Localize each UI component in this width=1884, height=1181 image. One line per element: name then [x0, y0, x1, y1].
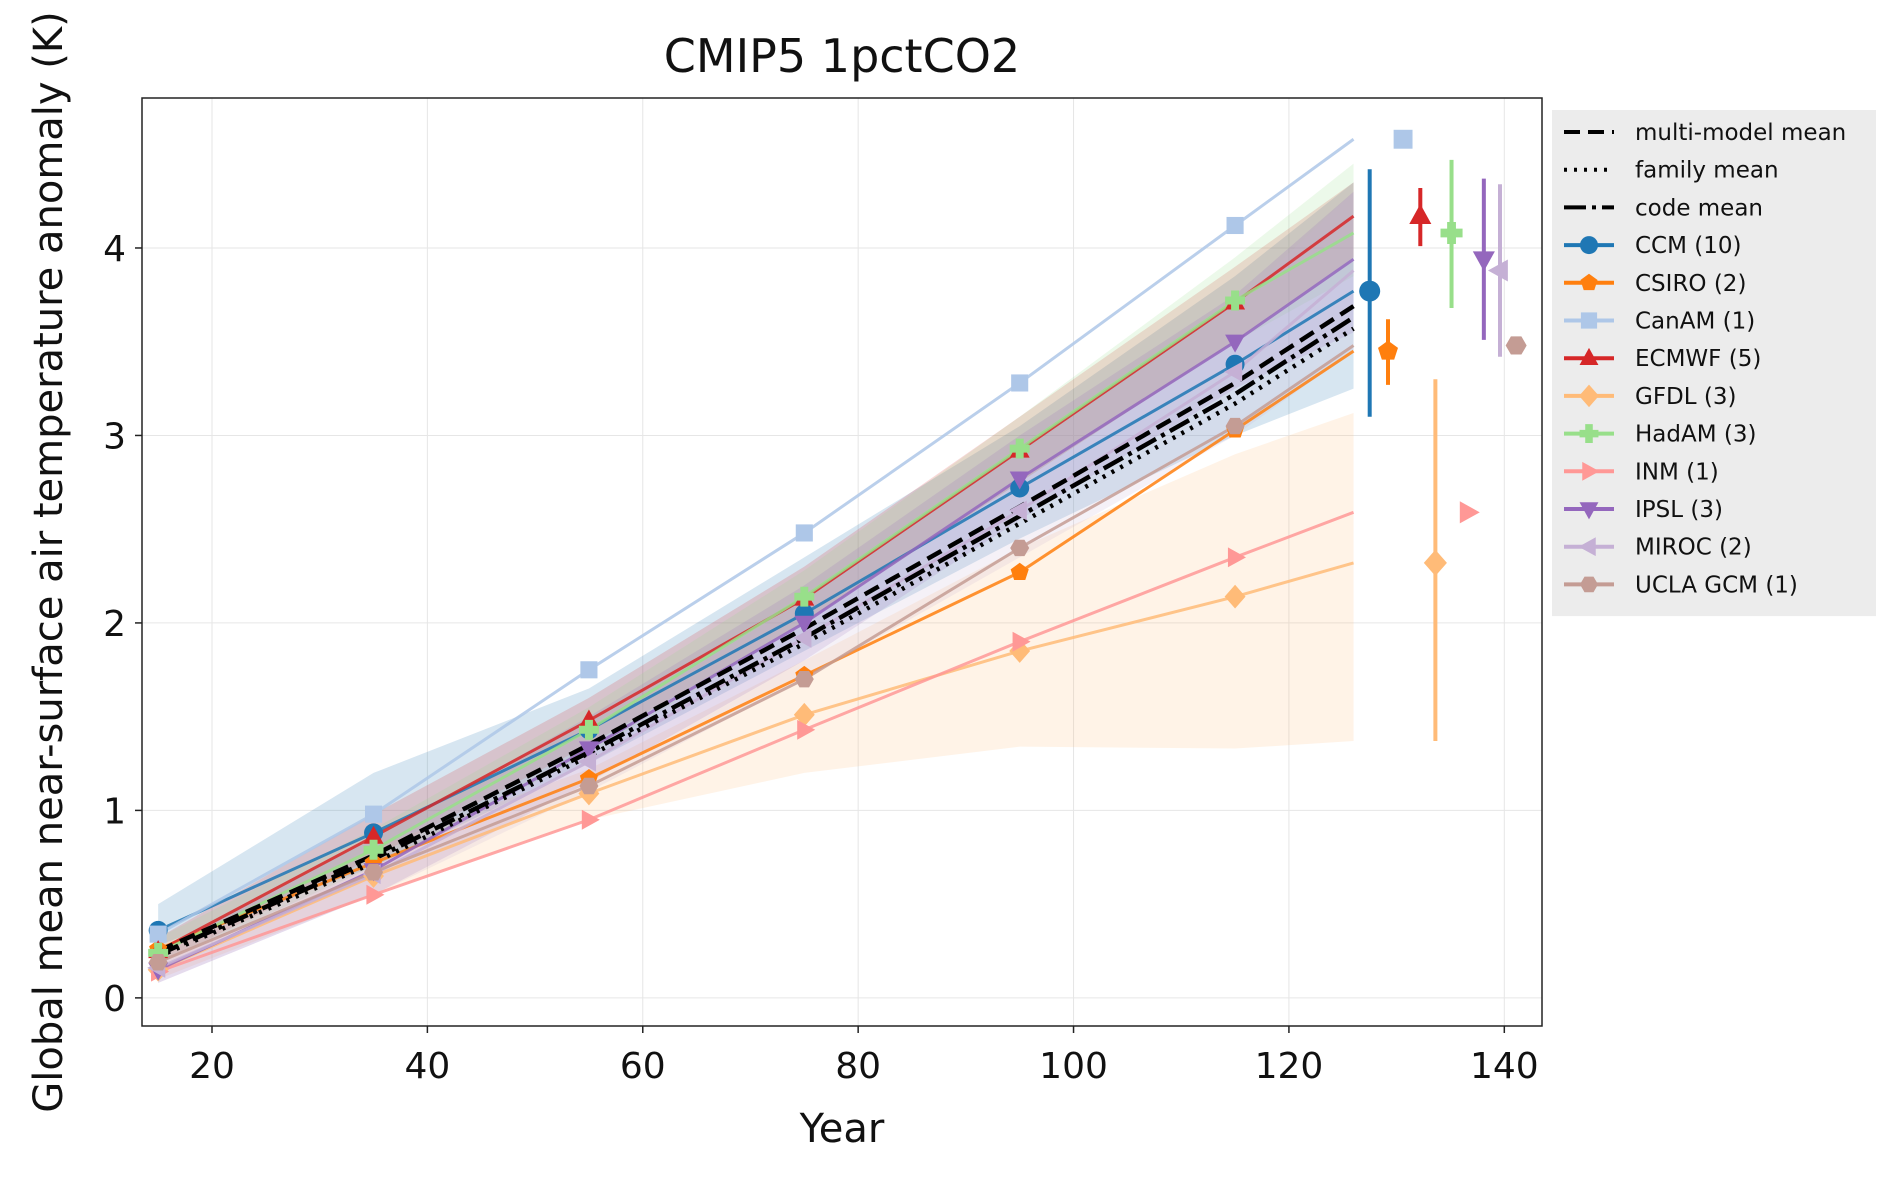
marker-hadam-3 [148, 942, 169, 963]
legend-label-hadam-3: HadAM (3) [1635, 422, 1756, 448]
marker-hadam-3 [578, 719, 599, 740]
marker-miroc-2 [577, 751, 597, 772]
legend-label-ucla-gcm-1: UCLA GCM (1) [1635, 572, 1798, 598]
marker-gfdl-3 [1224, 584, 1246, 609]
legend: multi-model mean family mean code mean CCM … [1552, 110, 1876, 617]
y-tick-label: 4 [103, 229, 126, 270]
y-tick-label: 1 [103, 791, 126, 832]
axis-ticks: 20 40 60 80 100 120 140 0 1 2 3 4 [103, 229, 1539, 1087]
end-marker-canam-1 [1393, 129, 1413, 149]
legend-marker-inm-1 [1582, 461, 1600, 481]
marker-ipsl-3 [578, 741, 599, 760]
legend-label-family-mean: family mean [1635, 158, 1779, 184]
legend-label-csiro-2: CSIRO (2) [1635, 271, 1746, 297]
marker-ucla-gcm-1 [579, 777, 599, 795]
legend-marker-ipsl-3 [1579, 502, 1599, 520]
marker-canam-1 [1226, 216, 1244, 235]
marker-ecmwf-5 [578, 709, 599, 728]
legend-label-gfdl-3: GFDL (3) [1635, 384, 1736, 410]
x-tick-label: 20 [189, 1046, 235, 1087]
marker-canam-1 [364, 805, 383, 823]
legend-marker-ccm-10 [1580, 236, 1598, 255]
x-tick-label: 120 [1255, 1046, 1324, 1087]
marker-ipsl-3 [1225, 334, 1246, 353]
legend-label-canam-1: CanAM (1) [1635, 309, 1755, 335]
y-tick-label: 3 [103, 416, 126, 457]
end-marker-miroc-2 [1487, 259, 1508, 282]
band-ccm-10 [158, 182, 1354, 946]
end-errorbars [1367, 159, 1502, 742]
x-axis-label: Year [799, 1106, 885, 1152]
marker-inm-1 [1012, 631, 1031, 652]
legend-marker-ecmwf-5 [1579, 347, 1599, 365]
series-markers [147, 129, 1527, 982]
marker-ucla-gcm-1 [1010, 539, 1030, 557]
legend-label-ccm-10: CCM (10) [1635, 233, 1742, 259]
marker-canam-1 [580, 661, 598, 679]
band-hadam-3 [158, 163, 1354, 965]
legend-marker-csiro-2 [1580, 273, 1598, 291]
marker-ucla-gcm-1 [794, 670, 814, 688]
marker-canam-1 [795, 524, 813, 542]
marker-miroc-2 [793, 627, 812, 648]
marker-hadam-3 [1225, 290, 1246, 311]
marker-hadam-3 [1009, 438, 1030, 459]
marker-ipsl-3 [1009, 471, 1030, 490]
plot-frame [141, 97, 1543, 1027]
end-marker-csiro-2 [1378, 340, 1398, 360]
legend-label-ipsl-3: IPSL (3) [1635, 497, 1723, 523]
legend-label-inm-1: INM (1) [1635, 459, 1719, 485]
legend-label-multi-model-mean: multi-model mean [1635, 120, 1846, 146]
end-marker-ccm-10 [1359, 280, 1381, 302]
marker-gfdl-3 [1009, 639, 1031, 663]
legend-marker-miroc-2 [1578, 537, 1596, 557]
end-marker-ipsl-3 [1472, 251, 1495, 272]
legend-marker-ucla-gcm-1 [1580, 576, 1598, 593]
marker-canam-1 [1011, 374, 1029, 392]
legend-marker-gfdl-3 [1579, 384, 1599, 408]
marker-canam-1 [149, 925, 167, 943]
marker-miroc-2 [1224, 361, 1243, 382]
x-tick-label: 80 [835, 1046, 881, 1087]
end-marker-ecmwf-5 [1409, 204, 1432, 224]
end-marker-hadam-3 [1440, 221, 1463, 245]
marker-inm-1 [1227, 547, 1247, 568]
legend-box [1552, 110, 1876, 617]
marker-gfdl-3 [793, 702, 815, 727]
end-marker-ucla-gcm-1 [1505, 336, 1527, 355]
end-marker-inm-1 [1459, 501, 1480, 524]
x-tick-label: 60 [620, 1046, 666, 1087]
marker-miroc-2 [1008, 500, 1027, 521]
y-axis-label: Global mean near-surface air temperature… [26, 11, 72, 1112]
marker-inm-1 [581, 809, 600, 830]
grid [142, 98, 1542, 1026]
marker-ecmwf-5 [363, 825, 384, 844]
y-tick-label: 0 [103, 979, 126, 1020]
marker-inm-1 [366, 884, 385, 905]
marker-csiro-2 [1010, 562, 1029, 580]
x-tick-label: 100 [1039, 1046, 1108, 1087]
legend-marker-hadam-3 [1579, 424, 1599, 444]
legend-label-ecmwf-5: ECMWF (5) [1635, 346, 1761, 372]
marker-inm-1 [797, 719, 816, 740]
x-tick-label: 40 [404, 1046, 450, 1087]
end-marker-gfdl-3 [1423, 549, 1447, 577]
legend-marker-canam-1 [1580, 312, 1598, 329]
uncertainty-bands [158, 163, 1354, 983]
x-tick-label: 140 [1470, 1046, 1539, 1087]
legend-label-miroc-2: MIROC (2) [1635, 535, 1752, 561]
marker-ucla-gcm-1 [148, 954, 168, 971]
chart-title: CMIP5 1pctCO2 [664, 29, 1020, 83]
marker-ucla-gcm-1 [1225, 417, 1245, 435]
mean-family-mean [157, 326, 1355, 959]
y-tick-label: 2 [103, 604, 126, 645]
marker-ucla-gcm-1 [364, 864, 384, 881]
legend-label-code-mean: code mean [1635, 195, 1763, 221]
marker-hadam-3 [794, 586, 815, 607]
marker-ipsl-3 [794, 615, 815, 634]
marker-hadam-3 [363, 839, 384, 860]
